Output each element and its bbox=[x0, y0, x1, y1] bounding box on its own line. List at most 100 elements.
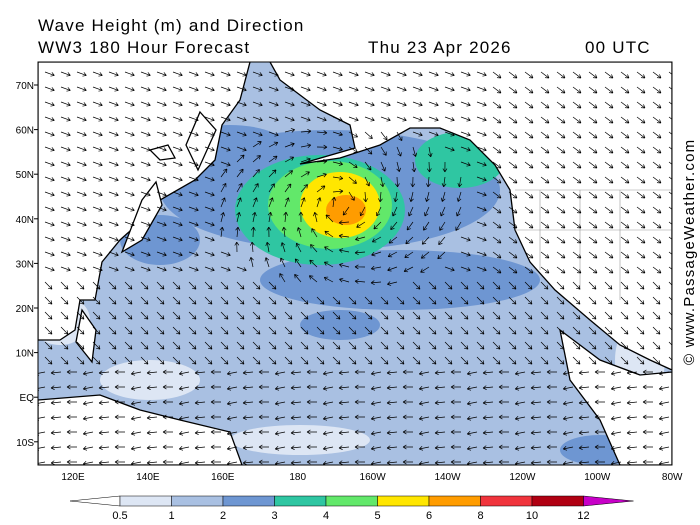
wave-arrow bbox=[316, 296, 325, 305]
wave-arrow bbox=[332, 311, 341, 320]
wave-arrow bbox=[172, 146, 183, 152]
wave-arrow bbox=[281, 226, 287, 238]
wave-arrow bbox=[44, 191, 55, 197]
legend-label: 5 bbox=[374, 510, 380, 522]
wave-arrow bbox=[108, 326, 117, 335]
wave-arrow bbox=[156, 101, 167, 107]
wave-arrow bbox=[140, 326, 149, 335]
wave-arrow bbox=[342, 206, 350, 216]
wave-arrow bbox=[316, 130, 328, 135]
wave-arrow bbox=[114, 429, 125, 435]
wave-arrow bbox=[82, 401, 94, 406]
wave-arrow bbox=[60, 281, 69, 290]
wave-arrow bbox=[588, 71, 598, 79]
wave-arrow bbox=[492, 251, 502, 259]
wave-arrow bbox=[441, 176, 447, 188]
wave-arrow bbox=[546, 384, 557, 390]
wave-arrow bbox=[588, 341, 597, 350]
wave-arrow bbox=[594, 369, 605, 375]
wave-arrow bbox=[594, 459, 605, 465]
wave-arrow bbox=[332, 161, 343, 166]
wave-arrow bbox=[188, 176, 199, 182]
wave-arrow bbox=[316, 116, 327, 122]
wave-arrow bbox=[44, 326, 53, 335]
wave-arrow bbox=[188, 236, 199, 242]
wave-arrow bbox=[98, 445, 110, 451]
wave-arrow bbox=[242, 445, 254, 451]
wave-arrow bbox=[156, 266, 167, 272]
wave-arrow bbox=[652, 251, 662, 259]
wave-arrow bbox=[124, 281, 133, 290]
wave-arrow bbox=[98, 415, 110, 421]
wave-arrow bbox=[658, 401, 670, 406]
wave-arrow bbox=[418, 416, 430, 421]
wave-arrow bbox=[114, 399, 125, 405]
wave-arrow bbox=[92, 71, 103, 77]
wave-arrow bbox=[428, 356, 437, 365]
wave-arrow bbox=[332, 101, 343, 107]
wave-arrow bbox=[405, 236, 414, 245]
wave-arrow bbox=[514, 431, 526, 436]
wave-arrow bbox=[309, 259, 318, 268]
wave-arrow bbox=[402, 429, 413, 435]
wave-arrow bbox=[386, 385, 398, 391]
wave-arrow bbox=[421, 236, 430, 245]
wave-arrow bbox=[172, 221, 183, 227]
wave-arrow bbox=[274, 371, 286, 376]
wave-arrow bbox=[76, 311, 85, 320]
wave-arrow bbox=[204, 146, 215, 152]
wave-arrow bbox=[332, 189, 344, 194]
wave-arrow bbox=[92, 101, 103, 107]
wave-arrow bbox=[310, 244, 318, 253]
wave-arrow bbox=[620, 176, 630, 184]
wave-arrow bbox=[290, 445, 302, 451]
wave-arrow bbox=[252, 71, 263, 77]
wave-arrow bbox=[172, 281, 181, 290]
wave-arrow bbox=[636, 101, 646, 109]
wave-arrow bbox=[188, 206, 199, 212]
wave-arrow bbox=[204, 236, 215, 242]
wave-arrow bbox=[482, 400, 494, 406]
wave-arrow bbox=[440, 191, 446, 202]
wave-arrow bbox=[460, 356, 469, 365]
wave-arrow bbox=[124, 341, 133, 350]
wave-arrow bbox=[220, 197, 226, 208]
wave-arrow bbox=[140, 311, 149, 320]
wave-arrow bbox=[296, 227, 302, 238]
wave-arrow bbox=[92, 206, 103, 212]
wave-arrow bbox=[371, 236, 382, 243]
wave-arrow bbox=[386, 400, 398, 406]
wave-arrow bbox=[252, 356, 261, 365]
wave-arrow bbox=[508, 266, 518, 274]
wave-arrow bbox=[492, 191, 502, 199]
wave-arrow bbox=[236, 266, 247, 272]
wave-arrow bbox=[44, 311, 53, 320]
wave-arrow bbox=[220, 212, 226, 223]
wave-arrow bbox=[636, 116, 646, 124]
wave-arrow bbox=[572, 131, 582, 139]
wave-arrow bbox=[234, 241, 240, 253]
wave-arrow bbox=[194, 445, 206, 451]
wave-arrow bbox=[146, 430, 158, 436]
wave-arrow bbox=[258, 399, 269, 405]
wave-arrow bbox=[108, 161, 119, 167]
wave-arrow bbox=[388, 236, 398, 244]
wave-arrow bbox=[492, 176, 502, 184]
wave-arrow bbox=[348, 86, 359, 92]
wave-arrow bbox=[403, 266, 414, 273]
wave-arrow bbox=[380, 71, 391, 77]
wave-arrow bbox=[258, 369, 269, 375]
wave-arrow bbox=[444, 311, 453, 320]
wave-arrow bbox=[418, 371, 430, 376]
wave-arrow bbox=[508, 191, 518, 199]
wave-arrow bbox=[50, 370, 62, 376]
wave-arrow bbox=[562, 431, 574, 436]
wave-arrow bbox=[418, 431, 430, 436]
wave-arrow bbox=[604, 116, 614, 124]
wave-arrow bbox=[44, 206, 55, 212]
wave-arrow bbox=[380, 101, 391, 107]
wave-arrow bbox=[306, 414, 317, 420]
wave-arrow bbox=[236, 86, 247, 92]
wave-arrow bbox=[514, 446, 526, 451]
